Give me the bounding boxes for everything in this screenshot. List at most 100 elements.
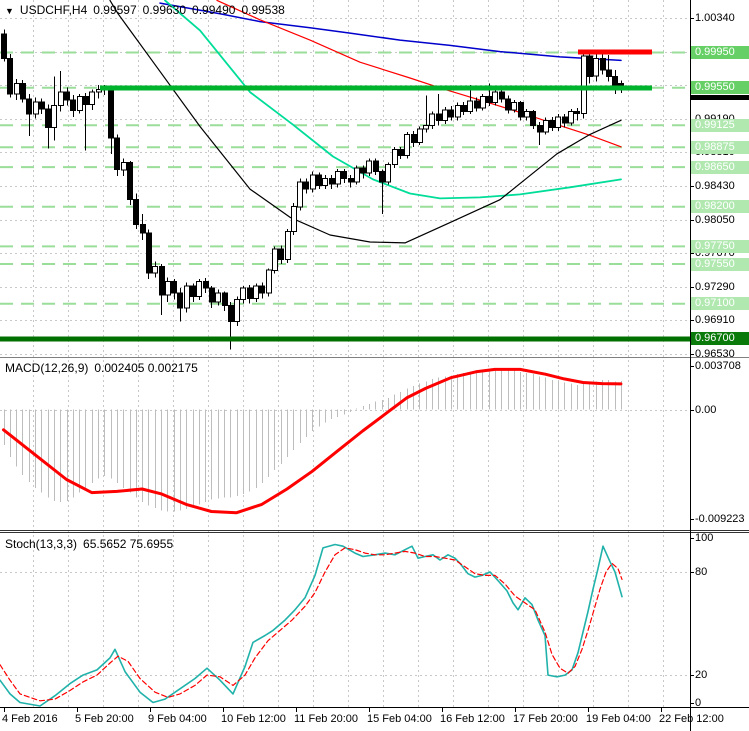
bear-candle <box>45 108 51 128</box>
bear-candle <box>133 199 139 225</box>
bull-candle <box>196 281 202 298</box>
bear-candle <box>499 91 505 100</box>
bear-candle <box>278 248 284 261</box>
bear-candle <box>398 148 404 157</box>
bull-candle <box>51 104 57 128</box>
bear-candle <box>140 223 146 234</box>
bear-candle <box>486 96 492 104</box>
bull-candle <box>429 113 435 127</box>
bull-candle <box>240 287 246 300</box>
bull-candle <box>291 206 297 232</box>
bull-candle <box>442 109 448 121</box>
stoch-d-line <box>0 547 623 702</box>
bull-candle <box>297 181 303 208</box>
bull-candle <box>89 91 95 105</box>
bear-candle <box>612 75 618 88</box>
bear-candle <box>518 102 524 118</box>
trend-objects <box>0 49 690 342</box>
bear-candle <box>411 133 417 143</box>
bull-candle <box>543 119 549 133</box>
bull-candle <box>165 281 171 296</box>
bull-candle <box>152 266 158 274</box>
bull-candle <box>417 128 423 143</box>
bear-candle <box>341 171 347 180</box>
bear-candle <box>505 98 511 111</box>
bull-candle <box>555 116 561 128</box>
bear-candle <box>190 285 196 298</box>
bear-candle <box>39 101 45 110</box>
ma-cyan <box>164 0 622 200</box>
bear-candle <box>474 100 480 109</box>
bear-candle <box>20 82 26 100</box>
bull-candle <box>121 162 127 171</box>
panel-separator-stoch[interactable] <box>0 530 749 533</box>
bear-candle <box>373 160 379 172</box>
bull-candle <box>215 292 221 303</box>
bull-candle <box>455 104 461 118</box>
bull-candle <box>480 96 486 109</box>
current-price-marker <box>691 95 749 100</box>
bear-candle <box>108 88 114 139</box>
bear-candle <box>222 292 228 306</box>
bear-candle <box>606 69 612 77</box>
bull-candle <box>184 285 190 309</box>
bear-candle <box>1 33 7 60</box>
bull-candle <box>322 178 328 187</box>
bull-candle <box>335 171 341 185</box>
bull-candle <box>33 101 39 115</box>
bull-candle <box>385 163 391 183</box>
bull-candle <box>404 133 410 157</box>
bear-candle <box>83 96 89 105</box>
bull-candle <box>272 248 278 271</box>
axis-ticks <box>4 18 694 712</box>
bull-candle <box>14 82 20 95</box>
bear-candle <box>379 171 385 183</box>
bear-candle <box>146 232 152 274</box>
bear-candle <box>436 113 442 121</box>
bear-candle <box>209 287 215 303</box>
bear-candle <box>159 266 165 296</box>
bear-candle <box>171 281 177 294</box>
bear-candle <box>203 281 209 289</box>
bull-candle <box>354 167 360 183</box>
bull-candle <box>234 298 240 322</box>
bull-candle <box>511 102 517 111</box>
bull-candle <box>492 91 498 104</box>
bear-candle <box>177 292 183 309</box>
bull-candle <box>392 148 398 165</box>
bear-candle <box>127 162 133 201</box>
stoch-k-line <box>0 543 623 707</box>
bull-candle <box>524 111 530 118</box>
bear-candle <box>530 111 536 127</box>
bear-candle <box>574 111 580 114</box>
price-axis-background <box>690 0 749 731</box>
bear-candle <box>348 178 354 183</box>
bear-candle <box>70 99 76 112</box>
bull-candle <box>253 285 259 299</box>
bear-candle <box>448 109 454 118</box>
ma-blue <box>159 2 622 62</box>
bull-candle <box>96 89 102 93</box>
bear-candle <box>329 178 335 185</box>
bear-candle <box>114 137 120 171</box>
bear-candle <box>247 287 253 299</box>
bull-candle <box>266 269 272 294</box>
bull-candle <box>77 96 83 112</box>
ma-black <box>109 0 622 244</box>
bear-candle <box>360 167 366 174</box>
bear-candle <box>228 305 234 322</box>
bear-candle <box>316 174 322 187</box>
bear-candle <box>587 55 593 77</box>
bear-candle <box>64 91 70 101</box>
bear-candle <box>259 285 265 294</box>
bear-candle <box>303 181 309 190</box>
bull-candle <box>581 55 587 114</box>
bull-candle <box>366 160 372 174</box>
bear-candle <box>26 98 32 115</box>
bear-candle <box>562 116 568 124</box>
bear-candle <box>600 58 606 71</box>
bull-candle <box>467 100 473 113</box>
bear-candle <box>461 104 467 113</box>
